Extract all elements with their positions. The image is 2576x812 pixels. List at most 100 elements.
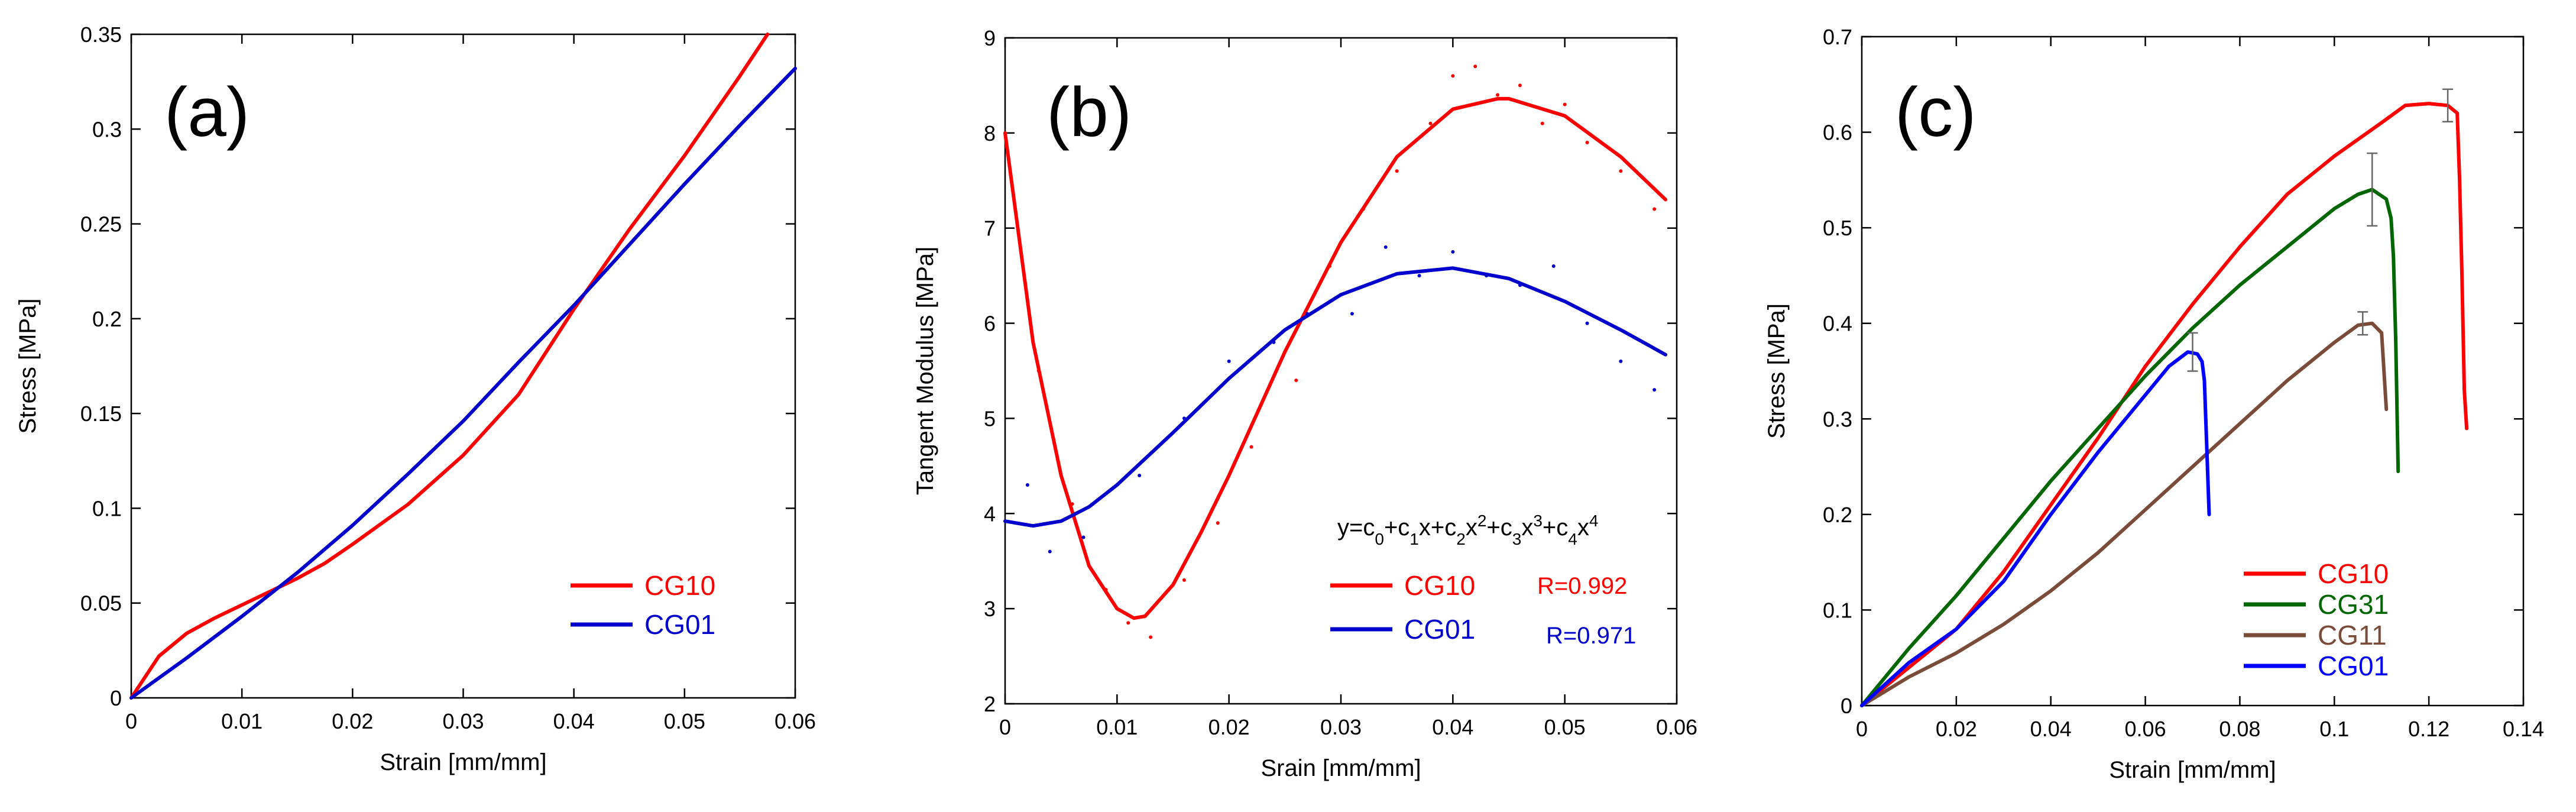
y-tick-label: 3 (984, 597, 996, 621)
scatter-point (1585, 140, 1589, 144)
y-tick-label: 0.6 (1823, 121, 1852, 145)
y-tick-label: 0.35 (80, 22, 122, 47)
y-tick-label: 6 (984, 312, 996, 336)
legend-label: CG10 (2318, 558, 2389, 589)
x-tick-label: 0.14 (2503, 717, 2544, 741)
legend-label: CG11 (2318, 620, 2387, 651)
x-axis-title: Srain [mm/mm] (1261, 755, 1421, 781)
y-tick-label: 7 (984, 216, 996, 241)
scatter-point (1563, 102, 1567, 106)
panel-label: (a) (164, 73, 250, 151)
y-tick-label: 0.1 (1823, 598, 1852, 622)
x-tick-label: 0.04 (553, 709, 595, 733)
error-bar (2367, 152, 2378, 227)
scatter-point (1138, 473, 1142, 477)
equation-part: +c (1384, 515, 1409, 541)
scatter-point (1126, 621, 1130, 625)
y-tick-label: 5 (984, 406, 996, 431)
equation-part: x (1466, 515, 1477, 541)
scatter-point (1294, 378, 1298, 383)
y-tick-label: 0.4 (1823, 312, 1852, 336)
series-line-cg01 (129, 66, 797, 700)
equation-part: 1 (1409, 530, 1419, 548)
y-tick-label: 0.7 (1823, 25, 1852, 49)
x-tick-label: 0.05 (664, 709, 705, 733)
y-axis-title: Tangent Modulus [MPa] (912, 247, 938, 495)
x-axis-title: Strain [mm/mm] (2109, 757, 2276, 783)
error-bar (2442, 88, 2454, 123)
scatter-point (1518, 83, 1522, 88)
r-value: R=0.992 (1537, 573, 1627, 599)
series-line-cg01 (1003, 266, 1668, 528)
x-tick-label: 0.03 (442, 709, 484, 733)
scatter-point (1428, 121, 1433, 125)
y-tick-label: 2 (984, 692, 996, 716)
scatter-point (1619, 359, 1623, 363)
series-line-cg10 (1003, 96, 1668, 620)
x-tick-label: 0.08 (2219, 717, 2260, 741)
scatter-point (1149, 635, 1153, 639)
x-tick-label: 0.05 (1544, 715, 1586, 739)
y-tick-label: 0.5 (1823, 216, 1852, 240)
x-tick-label: 0.01 (1096, 715, 1138, 739)
scatter-point (1540, 121, 1544, 125)
y-tick-label: 9 (984, 26, 996, 50)
equation-part: +c (1543, 515, 1568, 541)
fit-equation: y=c0+c1x+c2x2+c3x3+c4x4 (1337, 512, 1598, 548)
series-line-cg10 (1860, 102, 2469, 707)
panel-a: 0 0.01 0.02 0.03 0.04 0.05 0.06 0 0.05 0.1 0.15 0.2… (15, 22, 816, 775)
y-tick-label: 0.15 (80, 402, 122, 426)
scatter-point (1496, 93, 1500, 97)
error-bar (2357, 311, 2368, 336)
scatter-point (1216, 521, 1220, 525)
equation-part: 4 (1568, 530, 1577, 548)
x-tick-label: 0 (999, 715, 1011, 739)
panel-label: (c) (1895, 73, 1976, 151)
scatter-point (1227, 359, 1231, 363)
y-tick-label: 4 (984, 502, 996, 526)
x-tick-label: 0.01 (221, 709, 263, 733)
legend-label: CG10 (644, 570, 715, 601)
scatter-point (1025, 483, 1029, 487)
plot-frame (1861, 35, 2525, 707)
x-tick-label: 0.04 (2030, 717, 2072, 741)
y-tick-label: 8 (984, 121, 996, 145)
x-tick-label: 0.02 (332, 709, 373, 733)
legend-label: CG01 (2318, 651, 2389, 681)
scatter-point (1048, 549, 1052, 554)
y-axis-title: Stress [MPa] (1764, 303, 1790, 439)
x-axis-title: Strain [mm/mm] (380, 749, 546, 775)
x-tick-label: 0.12 (2408, 717, 2449, 741)
error-bar (2187, 332, 2198, 372)
y-tick-label: 0.25 (80, 212, 122, 237)
series-line-cg01 (1860, 350, 2211, 707)
scatter-point (1417, 274, 1421, 278)
y-tick-label: 0.05 (80, 591, 122, 616)
x-tick-label: 0.04 (1432, 715, 1473, 739)
equation-part: 4 (1589, 512, 1599, 530)
y-tick-label: 0.1 (92, 496, 122, 520)
panel-c: 0 0.02 0.04 0.06 0.08 0.1 0.12 0.14 0 0.1 0.2 0.3 0.… (1764, 25, 2544, 783)
r-value: R=0.971 (1546, 623, 1636, 649)
scatter-point (1473, 64, 1477, 69)
equation-part: 2 (1477, 512, 1487, 530)
x-tick-label: 0.02 (1936, 717, 1977, 741)
equation-part: 3 (1533, 512, 1543, 530)
x-tick-label: 0.1 (2319, 717, 2349, 741)
series-line-cg11 (1860, 321, 2389, 707)
equation-part: x (1521, 515, 1533, 541)
scatter-point (1585, 321, 1589, 325)
legend-label: CG01 (1404, 614, 1475, 645)
y-tick-label: 0 (1841, 694, 1852, 718)
panel-label: (b) (1046, 73, 1132, 151)
y-tick-label: 0.2 (1823, 503, 1852, 527)
equation-part: x+c (1419, 515, 1456, 541)
scatter-point (1182, 578, 1186, 582)
equation-part: 2 (1456, 530, 1466, 548)
x-tick-label: 0.02 (1208, 715, 1250, 739)
scatter-point (1350, 312, 1354, 316)
scatter-point (1249, 445, 1253, 449)
x-tick-label: 0.06 (1656, 715, 1697, 739)
equation-part: x (1577, 515, 1589, 541)
x-tick-label: 0.06 (775, 709, 816, 733)
